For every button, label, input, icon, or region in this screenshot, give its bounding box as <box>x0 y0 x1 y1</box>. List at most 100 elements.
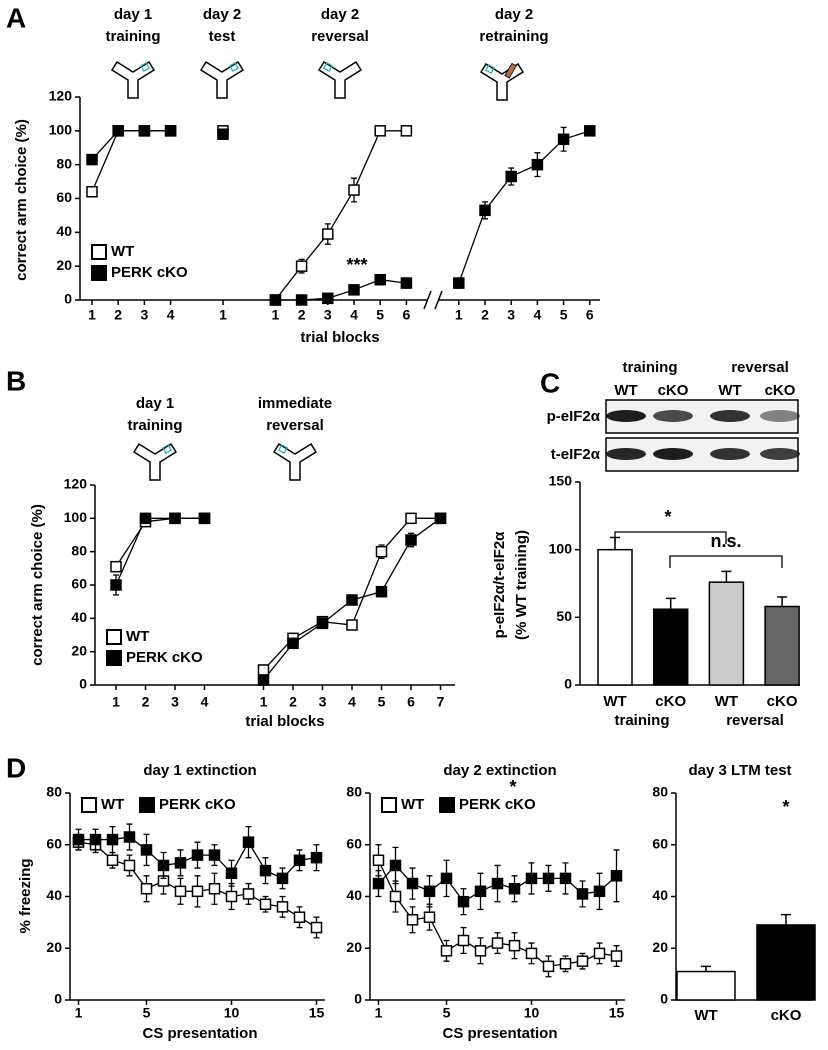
data-point <box>86 153 98 166</box>
data-point <box>123 859 136 872</box>
data-point <box>375 585 388 598</box>
blot-band <box>760 410 800 422</box>
x-tick-label: 1 <box>75 1005 83 1021</box>
data-point <box>322 292 334 305</box>
data-point <box>276 872 289 885</box>
y-tick-label: 20 <box>346 939 362 955</box>
x-tick-label: 3 <box>507 307 515 323</box>
x-axis-label: trial blocks <box>300 329 379 346</box>
legend-label: WT <box>111 243 134 260</box>
data-point <box>169 512 181 525</box>
error-bar <box>781 913 791 925</box>
data-point <box>400 125 413 137</box>
data-point <box>542 960 555 973</box>
x-tick-label: WT <box>603 693 626 710</box>
data-point <box>491 937 504 949</box>
x-axis-label: trial blocks <box>245 713 324 730</box>
legend-swatch <box>81 797 97 813</box>
data-point <box>508 939 521 952</box>
blot-band <box>606 410 646 422</box>
x-tick-label: 2 <box>481 307 489 323</box>
data-point <box>389 859 402 872</box>
data-point <box>295 294 308 306</box>
data-point <box>405 534 417 546</box>
data-point <box>123 831 136 843</box>
y-tick-label: 120 <box>64 476 88 492</box>
y-tick-label: 20 <box>71 642 87 658</box>
y-tick-label: 0 <box>54 991 62 1007</box>
data-point <box>242 888 255 900</box>
data-point <box>112 125 124 137</box>
data-point <box>474 945 487 957</box>
data-point <box>348 184 360 196</box>
bar <box>597 548 633 686</box>
x-tick-label: 1 <box>375 1005 383 1021</box>
blot-group: reversal <box>731 359 789 376</box>
y-axis-label: correct arm choice (%) <box>29 504 46 666</box>
data-point <box>479 204 491 217</box>
data-point <box>106 854 119 867</box>
group-label: training <box>615 712 670 729</box>
data-point <box>269 294 282 306</box>
y-tick-label: 40 <box>46 887 62 903</box>
data-point <box>559 958 572 970</box>
data-point <box>457 895 470 908</box>
x-tick-label: 5 <box>443 1005 451 1021</box>
x-tick-label: 4 <box>534 307 542 323</box>
legend-swatch <box>139 797 155 813</box>
x-tick-label: 1 <box>88 307 96 323</box>
bar <box>676 970 736 1001</box>
data-point <box>217 128 229 140</box>
maze-outline <box>133 443 177 481</box>
x-tick-label: cKO <box>655 693 686 710</box>
blot-lane: cKO <box>765 382 796 399</box>
y-tick-label: 80 <box>56 155 72 171</box>
x-tick-label: cKO <box>771 1007 802 1024</box>
data-point <box>191 885 204 898</box>
data-point <box>389 890 402 903</box>
data-point <box>576 888 589 900</box>
legend-swatch <box>91 265 107 281</box>
y-tick-label: 20 <box>46 939 62 955</box>
legend-label: WT <box>126 628 149 645</box>
group-label: reversal <box>726 712 784 729</box>
x-tick-label: 4 <box>167 307 175 323</box>
x-tick-label: 4 <box>348 694 356 710</box>
blot-lane: cKO <box>658 382 689 399</box>
y-tick-label: 20 <box>56 257 72 273</box>
data-point <box>242 836 255 848</box>
data-point <box>346 619 358 631</box>
x-tick-label: 1 <box>219 307 227 323</box>
significance-bracket <box>669 555 783 568</box>
x-axis-label: CS presentation <box>142 1025 257 1042</box>
error-bar <box>777 596 788 607</box>
chart-title: day 3 LTM test <box>688 762 791 779</box>
data-point <box>257 674 270 686</box>
blot-band <box>710 410 750 422</box>
data-point <box>525 947 538 960</box>
x-tick-label: 3 <box>141 307 149 323</box>
data-point <box>440 945 453 957</box>
x-tick-label: 10 <box>524 1005 540 1021</box>
bar <box>708 581 745 686</box>
x-tick-label: 6 <box>403 307 411 323</box>
y-tick-label: 60 <box>346 835 362 851</box>
x-tick-label: 3 <box>324 307 332 323</box>
legend-swatch <box>381 797 397 813</box>
y-tick-label: 20 <box>652 939 668 955</box>
legend-label: WT <box>101 796 124 813</box>
y-tick-label: 80 <box>46 784 62 800</box>
group-label: day 2 <box>321 6 359 23</box>
data-point <box>208 849 221 861</box>
group-label: day 1 <box>114 6 152 23</box>
data-point <box>453 277 465 289</box>
cue <box>229 62 239 72</box>
cue <box>485 64 495 74</box>
x-tick-label: 6 <box>407 694 415 710</box>
cue <box>323 62 333 72</box>
legend-label: PERK cKO <box>126 649 203 666</box>
chart-title: day 1 extinction <box>143 762 256 779</box>
data-point <box>525 872 538 885</box>
y-tick-label: 0 <box>354 991 362 1007</box>
x-tick-label: 3 <box>171 694 179 710</box>
